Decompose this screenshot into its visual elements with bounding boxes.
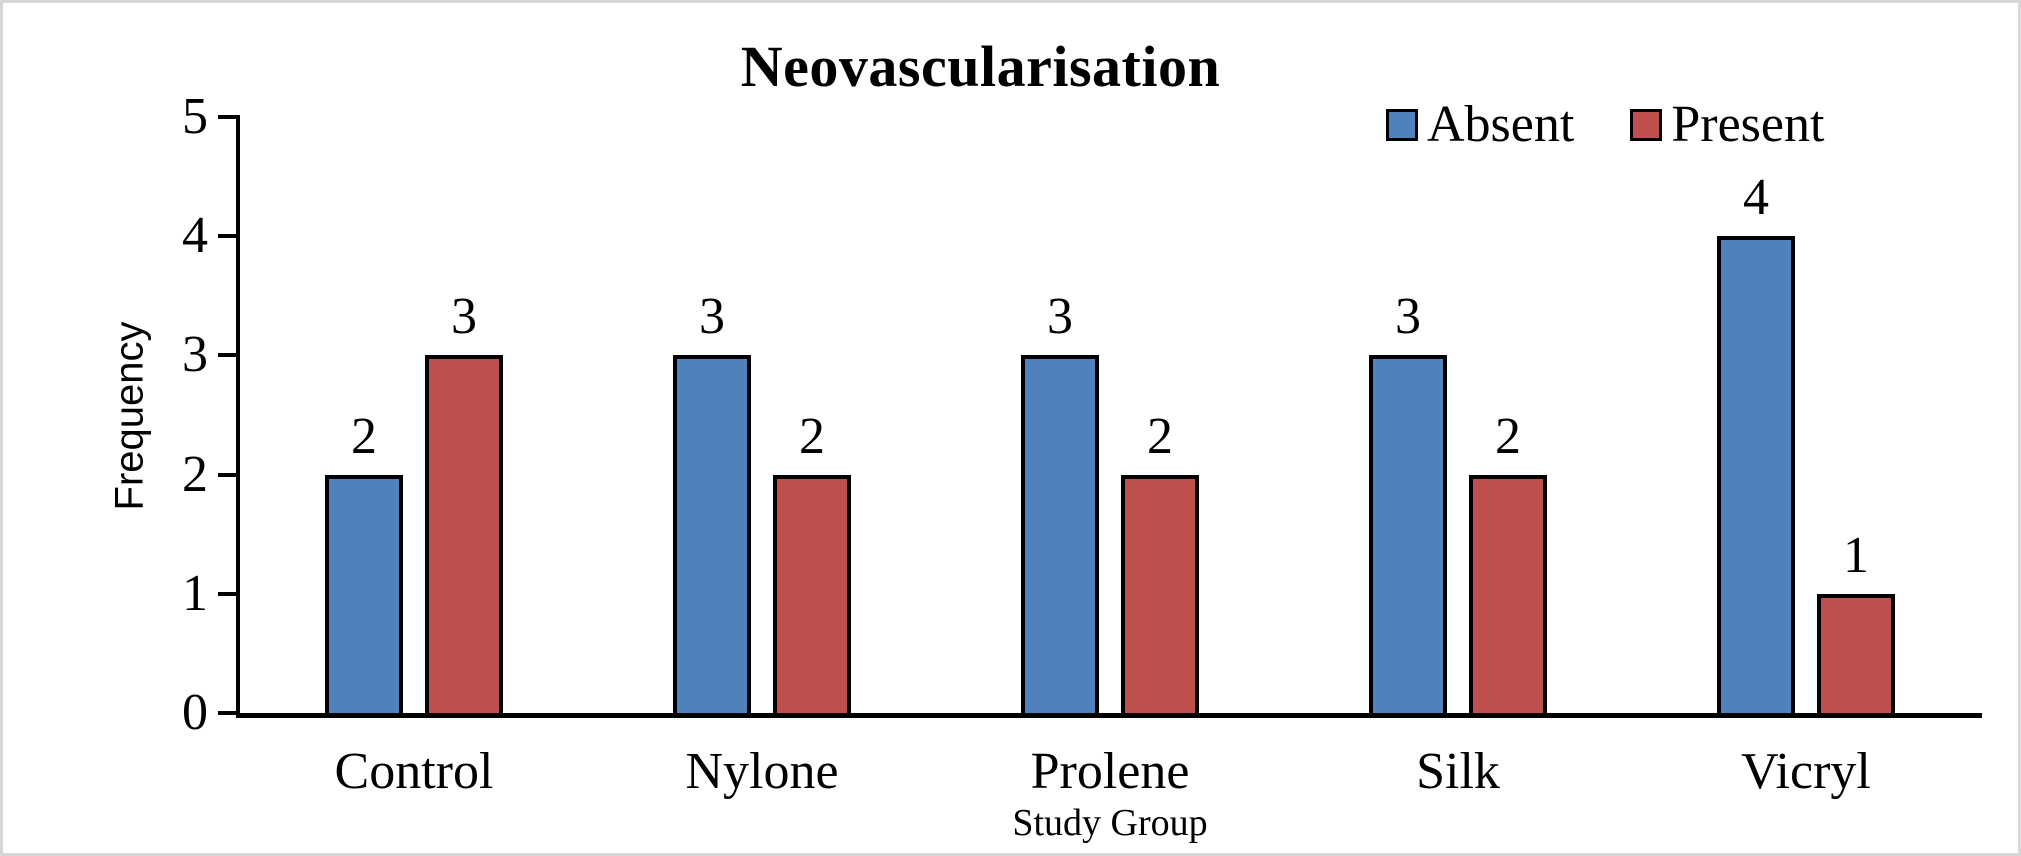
bar-value-label: 3 (699, 288, 725, 346)
category-label-control: Control (334, 743, 494, 800)
y-tick-mark (218, 711, 240, 715)
bar-absent-silk (1369, 355, 1447, 713)
legend-item-absent: Absent (1386, 99, 1574, 151)
bar-value-label: 4 (1743, 169, 1769, 227)
chart-title: Neovascularisation (740, 34, 1221, 99)
y-tick-mark (218, 234, 240, 238)
bar-wrap: 3 (1021, 290, 1099, 713)
bar-absent-prolene (1021, 355, 1099, 713)
bar-value-label: 2 (351, 408, 377, 466)
bar-wrap: 3 (1369, 290, 1447, 713)
bar-present-control (425, 355, 503, 713)
category-label-silk: Silk (1416, 743, 1500, 800)
bar-value-label: 3 (451, 288, 477, 346)
bar-wrap: 4 (1717, 171, 1795, 713)
legend-label-absent: Absent (1427, 96, 1575, 153)
legend-swatch-present-icon (1630, 109, 1663, 141)
bar-present-vicryl (1817, 594, 1895, 713)
legend: Absent Present (1386, 99, 1824, 151)
y-tick-label: 0 (182, 684, 208, 741)
bar-present-prolene (1121, 475, 1199, 713)
y-tick-label: 4 (182, 207, 208, 264)
bar-value-label: 2 (1495, 408, 1521, 466)
bar-absent-vicryl (1717, 236, 1795, 713)
bar-wrap: 2 (1469, 410, 1547, 713)
x-axis-category-labels: Control Nylone Prolene Silk Vicryl (240, 743, 1980, 800)
bar-wrap: 3 (673, 290, 751, 713)
bar-wrap: 2 (325, 410, 403, 713)
bar-wrap: 1 (1817, 529, 1895, 713)
y-tick-label: 5 (182, 88, 208, 145)
category-label-prolene: Prolene (1030, 743, 1190, 800)
bar-present-silk (1469, 475, 1547, 713)
y-axis-line (236, 117, 240, 715)
category-label-nylone: Nylone (685, 743, 839, 800)
y-tick-mark (218, 115, 240, 119)
bar-wrap: 2 (773, 410, 851, 713)
bar-value-label: 3 (1047, 288, 1073, 346)
bar-value-label: 2 (1147, 408, 1173, 466)
y-tick-mark (218, 353, 240, 357)
bar-wrap: 2 (1121, 410, 1199, 713)
bar-present-nylone (773, 475, 851, 713)
x-axis-line (236, 713, 1982, 718)
bar-absent-control (325, 475, 403, 713)
bar-value-label: 2 (799, 408, 825, 466)
legend-swatch-absent-icon (1386, 109, 1418, 141)
y-tick-label: 2 (182, 446, 208, 503)
bar-value-label: 3 (1395, 288, 1421, 346)
y-tick-label: 1 (182, 565, 208, 622)
bar-wrap: 3 (425, 290, 503, 713)
legend-item-present: Present (1630, 99, 1824, 151)
category-label-vicryl: Vicryl (1741, 743, 1871, 800)
x-axis-title: Study Group (1012, 802, 1208, 844)
bar-value-label: 1 (1843, 527, 1869, 585)
y-tick-mark (218, 473, 240, 477)
legend-label-present: Present (1671, 96, 1825, 153)
bar-absent-nylone (673, 355, 751, 713)
y-tick-label: 3 (182, 326, 208, 383)
y-tick-mark (218, 592, 240, 596)
